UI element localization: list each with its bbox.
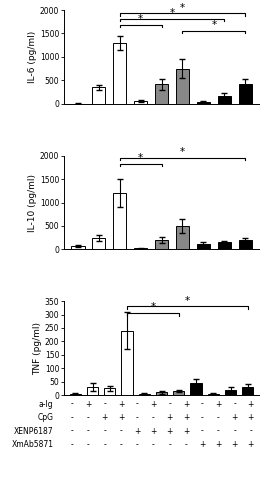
Bar bbox=[70, 394, 81, 395]
Bar bbox=[155, 240, 168, 250]
Text: -: - bbox=[168, 400, 171, 408]
Text: -: - bbox=[233, 400, 236, 408]
Text: +: + bbox=[150, 426, 157, 436]
Text: *: * bbox=[170, 8, 175, 18]
Text: +: + bbox=[215, 440, 222, 449]
Bar bbox=[104, 388, 115, 395]
Text: +: + bbox=[183, 426, 189, 436]
Bar bbox=[71, 246, 85, 250]
Text: +: + bbox=[231, 440, 238, 449]
Text: -: - bbox=[217, 413, 220, 422]
Text: -: - bbox=[201, 413, 203, 422]
Text: -: - bbox=[168, 440, 171, 449]
Text: -: - bbox=[103, 426, 106, 436]
Text: -: - bbox=[71, 440, 74, 449]
Text: -: - bbox=[87, 426, 90, 436]
Text: -: - bbox=[103, 400, 106, 408]
Text: -: - bbox=[103, 440, 106, 449]
Text: -: - bbox=[87, 440, 90, 449]
Bar bbox=[197, 102, 210, 104]
Text: -: - bbox=[71, 400, 74, 408]
Text: a-Ig: a-Ig bbox=[39, 400, 53, 408]
Bar bbox=[113, 193, 127, 250]
Bar bbox=[218, 242, 231, 250]
Y-axis label: TNF (pg/ml): TNF (pg/ml) bbox=[33, 322, 42, 374]
Text: +: + bbox=[118, 400, 124, 408]
Text: +: + bbox=[215, 400, 222, 408]
Text: -: - bbox=[71, 413, 74, 422]
Bar bbox=[92, 238, 105, 250]
Text: +: + bbox=[231, 413, 238, 422]
Text: +: + bbox=[101, 413, 108, 422]
Text: -: - bbox=[152, 440, 155, 449]
Text: -: - bbox=[152, 413, 155, 422]
Bar bbox=[156, 392, 167, 395]
Text: +: + bbox=[166, 413, 173, 422]
Text: -: - bbox=[136, 413, 139, 422]
Bar bbox=[155, 84, 168, 104]
Bar bbox=[242, 387, 253, 395]
Text: +: + bbox=[118, 413, 124, 422]
Bar bbox=[87, 387, 98, 395]
Text: CpG: CpG bbox=[37, 413, 53, 422]
Bar bbox=[134, 101, 147, 104]
Text: +: + bbox=[183, 413, 189, 422]
Text: -: - bbox=[249, 426, 252, 436]
Text: *: * bbox=[138, 154, 143, 164]
Text: XmAb5871: XmAb5871 bbox=[11, 440, 53, 449]
Text: *: * bbox=[180, 2, 185, 12]
Bar bbox=[225, 390, 236, 395]
Text: -: - bbox=[184, 440, 187, 449]
Text: -: - bbox=[217, 426, 220, 436]
Bar bbox=[197, 244, 210, 250]
Text: -: - bbox=[233, 426, 236, 436]
Text: *: * bbox=[138, 14, 143, 24]
Text: XENP6187: XENP6187 bbox=[14, 426, 53, 436]
Bar bbox=[208, 394, 219, 395]
Text: *: * bbox=[185, 296, 190, 306]
Text: *: * bbox=[150, 302, 155, 312]
Y-axis label: IL-6 (pg/ml): IL-6 (pg/ml) bbox=[28, 31, 37, 83]
Text: -: - bbox=[136, 440, 139, 449]
Text: *: * bbox=[211, 20, 217, 30]
Text: +: + bbox=[248, 400, 254, 408]
Text: +: + bbox=[199, 440, 205, 449]
Text: +: + bbox=[134, 426, 140, 436]
Text: -: - bbox=[71, 426, 74, 436]
Text: +: + bbox=[85, 400, 92, 408]
Text: -: - bbox=[87, 413, 90, 422]
Bar bbox=[113, 43, 127, 104]
Text: +: + bbox=[183, 400, 189, 408]
Bar bbox=[139, 394, 150, 395]
Bar bbox=[218, 96, 231, 104]
Text: +: + bbox=[166, 426, 173, 436]
Bar bbox=[238, 240, 252, 250]
Text: -: - bbox=[120, 426, 122, 436]
Bar bbox=[121, 330, 133, 395]
Bar bbox=[176, 68, 189, 104]
Text: -: - bbox=[136, 400, 139, 408]
Bar bbox=[173, 391, 184, 395]
Bar bbox=[92, 88, 105, 104]
Text: -: - bbox=[201, 426, 203, 436]
Bar bbox=[176, 226, 189, 250]
Bar bbox=[238, 84, 252, 104]
Text: +: + bbox=[248, 440, 254, 449]
Text: -: - bbox=[201, 400, 203, 408]
Text: +: + bbox=[150, 400, 157, 408]
Bar bbox=[190, 383, 202, 395]
Text: *: * bbox=[180, 147, 185, 157]
Text: +: + bbox=[248, 413, 254, 422]
Text: -: - bbox=[120, 440, 122, 449]
Bar bbox=[134, 248, 147, 250]
Y-axis label: IL-10 (pg/ml): IL-10 (pg/ml) bbox=[28, 174, 37, 232]
